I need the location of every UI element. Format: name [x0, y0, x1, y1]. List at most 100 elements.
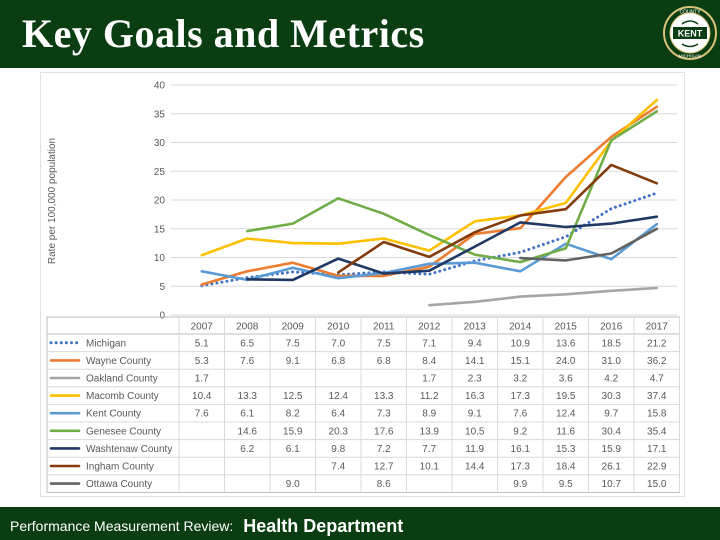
table-value: 4.2: [604, 374, 618, 385]
table-value: 13.3: [374, 391, 394, 402]
table-value: 12.4: [329, 391, 349, 402]
table-value: 3.2: [513, 374, 527, 385]
y-tick-label: 40: [154, 81, 166, 92]
legend-label: Macomb County: [86, 391, 159, 402]
table-value: 16.1: [511, 444, 531, 455]
x-tick-label: 2012: [418, 322, 441, 333]
table-value: 37.4: [647, 391, 667, 402]
series-line: [246, 215, 659, 282]
table-value: 14.1: [465, 356, 485, 367]
logo-top-text: COUNTY: [679, 10, 701, 16]
x-tick-label: 2010: [327, 322, 350, 333]
table-value: 12.5: [283, 391, 303, 402]
footer-department: Health Department: [243, 516, 404, 536]
table-value: 10.4: [192, 391, 212, 402]
page-title: Key Goals and Metrics: [22, 11, 425, 56]
x-tick-label: 2017: [646, 322, 669, 333]
table-value: 15.9: [283, 426, 303, 437]
series-line: [519, 227, 659, 262]
table-value: 10.1: [420, 462, 440, 473]
table-value: 4.7: [650, 374, 664, 385]
county-seal-logo: COUNTY KENT MICHIGAN: [663, 6, 717, 60]
legend-label: Ottawa County: [86, 479, 152, 490]
line-chart: 0 5 10 15 20 25 30 35 40 Rate per 100,000 popula…: [46, 81, 680, 493]
table-value: 26.1: [602, 462, 622, 473]
table-value: 7.4: [331, 462, 345, 473]
table-value: 7.2: [377, 444, 391, 455]
table-value: 1.7: [422, 374, 436, 385]
y-tick-label: 15: [154, 224, 166, 235]
table-value: 18.4: [556, 462, 576, 473]
table-value: 6.8: [331, 356, 345, 367]
table-value: 3.6: [559, 374, 573, 385]
table-value: 9.1: [468, 409, 482, 420]
table-value: 13.6: [556, 338, 576, 349]
table-value: 17.3: [511, 391, 531, 402]
legend-label: Michigan: [86, 338, 126, 349]
table-value: 6.8: [377, 356, 391, 367]
table-value: 7.6: [513, 409, 527, 420]
table-value: 16.3: [465, 391, 485, 402]
table-value: 11.9: [465, 444, 484, 455]
table-value: 7.5: [377, 338, 391, 349]
table-value: 22.9: [647, 462, 667, 473]
footer-label: Performance Measurement Review:: [10, 518, 234, 534]
table-value: 15.8: [647, 409, 667, 420]
legend-label: Wayne County: [86, 356, 151, 367]
data-table: 2007 2008 2009 2010 2011 2012 2013 2014 2015 2016…: [46, 316, 680, 493]
table-value: 7.1: [422, 338, 436, 349]
y-axis-ticks: 0 5 10 15 20 25 30 35 40: [154, 81, 166, 322]
y-axis-label: Rate per 100,000 population: [47, 138, 58, 264]
table-value: 7.7: [422, 444, 436, 455]
table-value: 15.1: [511, 356, 531, 367]
grid-lines: [171, 84, 677, 316]
y-tick-label: 25: [154, 167, 166, 178]
table-value: 7.6: [195, 409, 209, 420]
series-line: [246, 110, 659, 264]
table-value: 19.5: [556, 391, 576, 402]
series-line: [428, 286, 659, 307]
table-value: 14.6: [238, 426, 258, 437]
table-value: 13.9: [420, 426, 440, 437]
x-tick-label: 2013: [464, 322, 487, 333]
table-value: 9.9: [513, 479, 527, 490]
y-tick-label: 0: [159, 311, 165, 322]
x-tick-label: 2015: [555, 322, 578, 333]
table-value: 9.7: [604, 409, 618, 420]
table-value: 9.1: [286, 356, 300, 367]
table-value: 8.6: [377, 479, 391, 490]
table-value: 15.9: [602, 444, 622, 455]
y-tick-label: 30: [154, 138, 166, 149]
logo-center-text: KENT: [678, 29, 703, 39]
table-value: 21.2: [647, 338, 667, 349]
series-line: [337, 163, 659, 274]
table-value: 11.6: [556, 426, 575, 437]
table-value: 6.5: [240, 338, 254, 349]
footer-bar: Performance Measurement Review: Health D…: [0, 507, 720, 540]
table-value: 18.5: [602, 338, 622, 349]
table-value: 6.2: [240, 444, 254, 455]
table-value: 31.0: [602, 356, 622, 367]
table-value: 17.1: [647, 444, 667, 455]
x-tick-label: 2016: [600, 322, 623, 333]
table-value: 17.6: [374, 426, 394, 437]
table-value: 24.0: [556, 356, 576, 367]
chart-panel: 0 5 10 15 20 25 30 35 40 Rate per 100,000 popula…: [40, 72, 685, 497]
table-value: 12.7: [374, 462, 394, 473]
table-value: 8.4: [422, 356, 436, 367]
table-value: 20.3: [329, 426, 349, 437]
table-value: 9.4: [468, 338, 482, 349]
legend-label: Kent County: [86, 409, 141, 420]
table-value: 9.0: [286, 479, 300, 490]
table-value: 9.8: [331, 444, 345, 455]
table-value: 14.4: [465, 462, 485, 473]
legend-label: Genesee County: [86, 426, 161, 437]
table-value: 7.5: [286, 338, 300, 349]
table-value: 6.1: [240, 409, 254, 420]
table-value: 10.7: [602, 479, 622, 490]
table-value: 15.3: [556, 444, 576, 455]
series-lines: [200, 98, 659, 307]
series-line: [200, 222, 659, 282]
table-value: 9.5: [559, 479, 573, 490]
table-value: 30.3: [602, 391, 622, 402]
